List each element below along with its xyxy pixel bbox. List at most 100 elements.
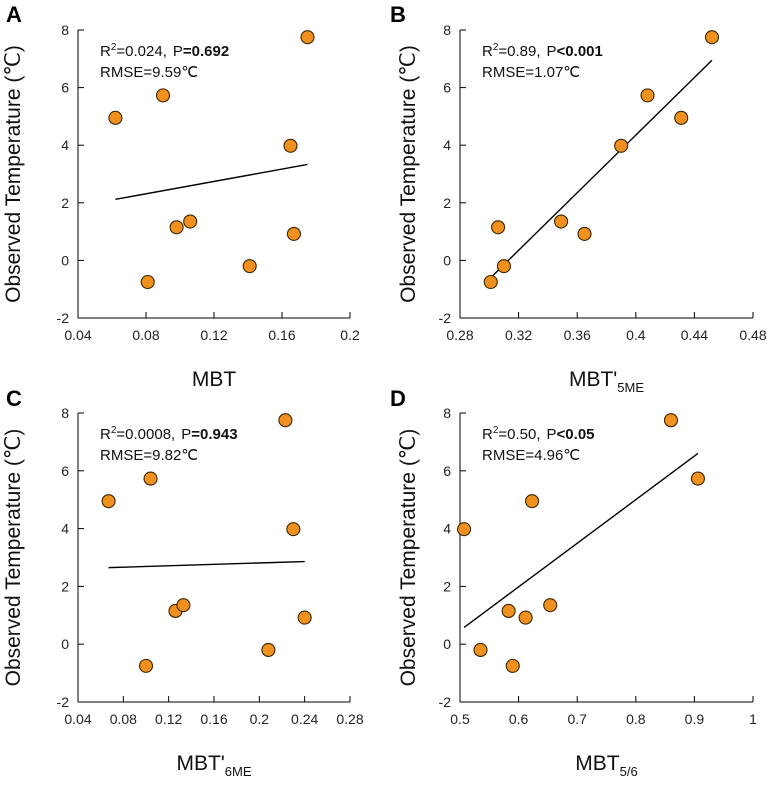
y-tick-label: 2 bbox=[61, 578, 69, 594]
x-tick-label: 0.44 bbox=[681, 327, 708, 343]
panel-c: C -2 0 2 4 6 8 0.04 0.08 0.12 0.16 0.2 0.24 0.28 Obser… bbox=[2, 386, 364, 779]
x-tick-label: 0.8 bbox=[626, 711, 646, 727]
regression-line bbox=[463, 452, 699, 628]
data-point bbox=[457, 522, 472, 537]
data-point bbox=[614, 138, 629, 153]
data-point bbox=[242, 259, 257, 274]
x-tick-label: 0.7 bbox=[567, 711, 587, 727]
x-axis-label-main: MBT bbox=[192, 368, 237, 391]
x-tick-label: 0.16 bbox=[268, 327, 295, 343]
stats-r2-p: R2=0.0008, P=0.943 bbox=[100, 425, 238, 443]
p-value: =0.943 bbox=[191, 426, 237, 443]
p-value: <0.05 bbox=[557, 426, 595, 443]
x-tick-label: 0.36 bbox=[564, 327, 591, 343]
y-tick-label: 4 bbox=[443, 521, 451, 537]
r2-value: =0.50, bbox=[498, 426, 540, 443]
y-tick-label: 6 bbox=[443, 463, 451, 479]
x-tick-label: 0.16 bbox=[200, 711, 227, 727]
r2-prefix: R bbox=[482, 426, 493, 443]
panel-letter: C bbox=[6, 386, 22, 411]
data-point bbox=[491, 220, 506, 235]
x-axis-label: MBT'5ME bbox=[569, 368, 644, 395]
data-point bbox=[496, 259, 512, 274]
x-tick-label: 0.12 bbox=[200, 327, 227, 343]
x-axis-label-main: MBT' bbox=[176, 752, 224, 775]
data-point bbox=[286, 226, 301, 241]
x-tick-label: 0.48 bbox=[739, 327, 766, 343]
y-tick-label: 6 bbox=[443, 80, 451, 96]
p-label: P bbox=[173, 43, 183, 60]
y-axis-label: Observed Temperature (℃) bbox=[2, 429, 25, 687]
data-point bbox=[577, 226, 592, 241]
x-tick-label: 0.4 bbox=[626, 327, 646, 343]
data-point bbox=[261, 642, 276, 658]
x-tick-label: 0.32 bbox=[505, 327, 532, 343]
y-axis-label: Observed Temperature (℃) bbox=[2, 45, 25, 303]
x-axis-label: MBT bbox=[192, 368, 237, 391]
y-tick-label: 6 bbox=[61, 80, 69, 96]
r2-superscript: 2 bbox=[493, 425, 499, 436]
x-tick-label: 0.28 bbox=[446, 327, 473, 343]
regression-line bbox=[490, 59, 713, 279]
r2-value: =0.024, bbox=[116, 43, 166, 60]
data-point bbox=[169, 220, 184, 235]
x-tick-label: 0.12 bbox=[155, 711, 182, 727]
x-tick-label: 0.04 bbox=[64, 711, 91, 727]
stats-r2-p: R2=0.89, P<0.001 bbox=[482, 42, 603, 60]
data-point bbox=[278, 413, 293, 428]
data-point bbox=[176, 598, 191, 613]
x-axis-label: MBT'6ME bbox=[176, 752, 251, 779]
r2-prefix: R bbox=[100, 426, 111, 443]
data-point bbox=[663, 413, 679, 428]
p-label: P bbox=[547, 43, 557, 60]
p-value: <0.001 bbox=[557, 43, 603, 60]
x-tick-label: 0.08 bbox=[132, 327, 159, 343]
x-tick-label: 0.9 bbox=[685, 711, 705, 727]
r2-value: =0.0008, bbox=[116, 426, 175, 443]
stats-rmse: RMSE=9.59℃ bbox=[100, 64, 198, 81]
stats-r2-p: R2=0.024, P=0.692 bbox=[100, 42, 229, 60]
y-tick-label: -2 bbox=[439, 310, 452, 326]
data-point bbox=[674, 110, 689, 125]
r2-superscript: 2 bbox=[111, 425, 117, 436]
p-value: =0.692 bbox=[183, 43, 229, 60]
panel-a: A -2 0 2 4 6 8 0.04 0.08 0.12 0.16 0.2 Observed Temp… bbox=[2, 2, 360, 391]
r2-prefix: R bbox=[100, 43, 111, 60]
y-tick-label: 2 bbox=[443, 578, 451, 594]
data-point bbox=[155, 88, 171, 103]
r2-value: =0.89, bbox=[498, 43, 540, 60]
y-tick-label: 8 bbox=[61, 22, 69, 38]
x-axis-label-main: MBT bbox=[575, 752, 620, 775]
y-tick-label: 8 bbox=[443, 22, 451, 38]
r2-prefix: R bbox=[482, 43, 493, 60]
y-tick-label: 2 bbox=[61, 195, 69, 211]
data-point bbox=[505, 658, 520, 673]
data-point bbox=[554, 214, 569, 229]
x-axis-label-subscript: 5ME bbox=[617, 380, 644, 395]
y-tick-label: 4 bbox=[61, 521, 69, 537]
x-axis-label: MBT5/6 bbox=[575, 752, 637, 779]
regression-line bbox=[108, 560, 305, 569]
x-axis-label-subscript: 5/6 bbox=[620, 764, 638, 779]
y-tick-label: 4 bbox=[443, 137, 451, 153]
x-tick-label: 0.5 bbox=[450, 711, 470, 727]
stats-rmse: RMSE=1.07℃ bbox=[482, 64, 580, 81]
r2-superscript: 2 bbox=[493, 42, 499, 53]
data-point bbox=[300, 30, 315, 45]
data-point bbox=[286, 522, 301, 537]
data-point bbox=[183, 214, 198, 229]
y-axis-label: Observed Temperature (℃) bbox=[397, 45, 420, 303]
x-tick-label: 0.04 bbox=[64, 327, 91, 343]
panel-b: B -2 0 2 4 6 8 0.28 0.32 0.36 0.4 0.44 0.48 Observed … bbox=[390, 2, 767, 395]
x-tick-label: 0.24 bbox=[291, 711, 318, 727]
x-axis-label-subscript: 6ME bbox=[225, 764, 252, 779]
data-point bbox=[138, 658, 154, 673]
data-point bbox=[143, 471, 158, 486]
r2-superscript: 2 bbox=[111, 42, 117, 53]
data-point bbox=[704, 30, 720, 45]
x-tick-label: 0.08 bbox=[110, 711, 137, 727]
data-point bbox=[543, 598, 558, 613]
y-tick-label: 0 bbox=[443, 252, 451, 268]
